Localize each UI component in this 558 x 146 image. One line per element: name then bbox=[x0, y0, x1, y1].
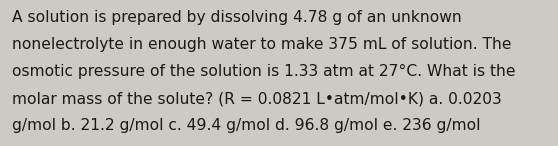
Text: A solution is prepared by dissolving 4.78 g of an unknown: A solution is prepared by dissolving 4.7… bbox=[12, 10, 462, 25]
Text: nonelectrolyte in enough water to make 375 mL of solution. The: nonelectrolyte in enough water to make 3… bbox=[12, 37, 512, 52]
Text: osmotic pressure of the solution is 1.33 atm at 27°C. What is the: osmotic pressure of the solution is 1.33… bbox=[12, 64, 516, 79]
Text: g/mol b. 21.2 g/mol c. 49.4 g/mol d. 96.8 g/mol e. 236 g/mol: g/mol b. 21.2 g/mol c. 49.4 g/mol d. 96.… bbox=[12, 118, 481, 133]
Text: molar mass of the solute? (R = 0.0821 L•atm/mol•K) a. 0.0203: molar mass of the solute? (R = 0.0821 L•… bbox=[12, 91, 502, 106]
